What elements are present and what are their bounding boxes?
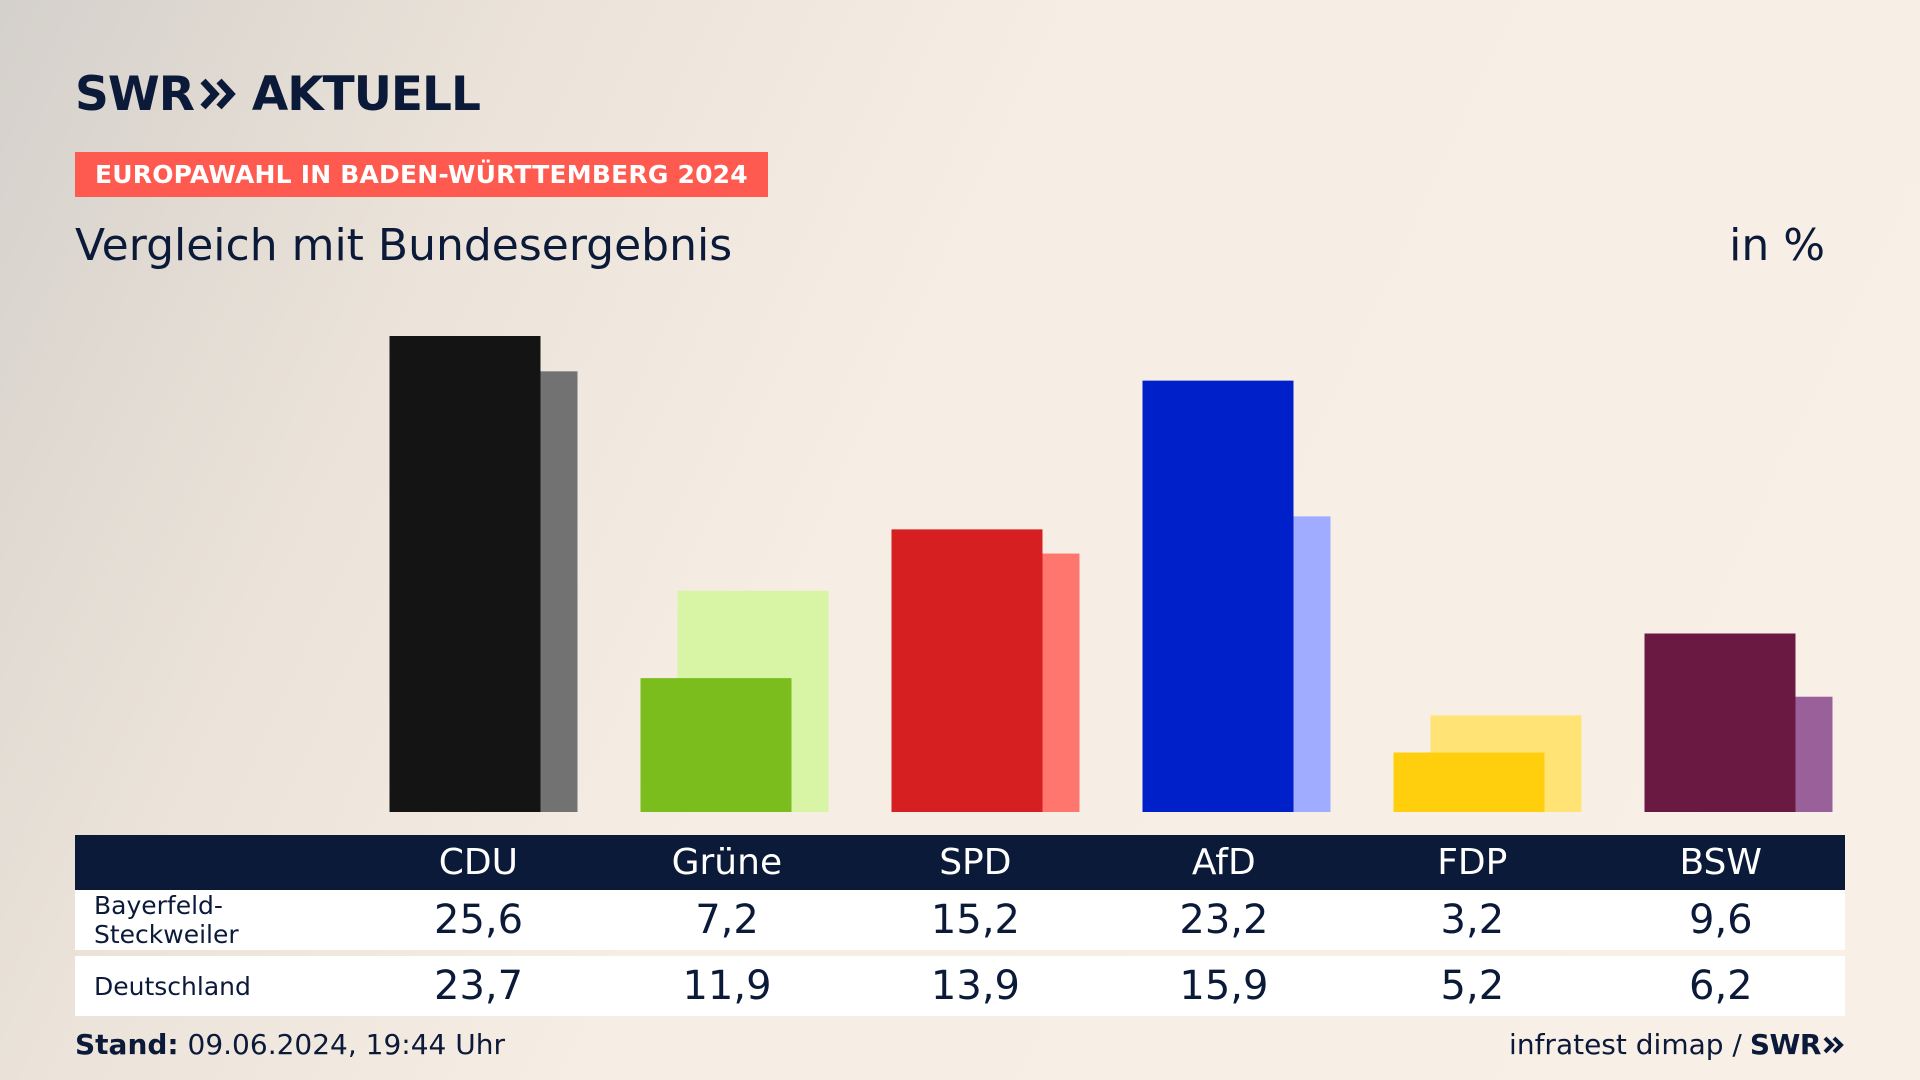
double-chevron-icon bbox=[1823, 1036, 1844, 1053]
value-cell: 13,9 bbox=[930, 963, 1020, 1009]
value-cell: 9,6 bbox=[1689, 897, 1753, 943]
stand-label: Stand: bbox=[75, 1028, 179, 1061]
value-cell: 7,2 bbox=[695, 897, 759, 943]
value-cell: 3,2 bbox=[1440, 897, 1505, 943]
bar-chart bbox=[389, 336, 1833, 812]
header-cdu: CDU bbox=[438, 842, 518, 883]
table-row: Bayerfeld-Steckweiler 25,6 7,2 15,2 23,2… bbox=[75, 890, 1845, 950]
value-cell: 23,7 bbox=[434, 963, 524, 1009]
value-cell: 15,2 bbox=[930, 897, 1020, 943]
value-cell: 11,9 bbox=[682, 963, 772, 1009]
value-cell: 6,2 bbox=[1689, 963, 1753, 1009]
header-afd: AfD bbox=[1191, 842, 1256, 883]
bar-local-gruene bbox=[640, 678, 792, 812]
unit-label: in % bbox=[1729, 220, 1825, 271]
table-header: CDU Grüne SPD AfD FDP BSW bbox=[75, 835, 1845, 890]
source-credit: infratest dimap / SWR bbox=[1509, 1028, 1845, 1061]
timestamp: Stand: 09.06.2024, 19:44 Uhr bbox=[75, 1028, 505, 1061]
logo-prefix: SWR bbox=[75, 66, 195, 122]
bar-local-spd bbox=[891, 529, 1043, 812]
chart-subtitle: Vergleich mit Bundesergebnis bbox=[75, 220, 733, 271]
table-row: Deutschland 23,7 11,9 13,9 15,9 5,2 6,2 bbox=[75, 956, 1845, 1016]
results-table: CDU Grüne SPD AfD FDP BSW Bayerfeld-Stec… bbox=[75, 835, 1845, 1016]
bar-local-cdu bbox=[389, 336, 541, 812]
bar-local-fdp bbox=[1393, 752, 1545, 812]
stand-value: 09.06.2024, 19:44 Uhr bbox=[187, 1028, 505, 1061]
value-cell: 23,2 bbox=[1179, 897, 1269, 943]
bar-local-bsw bbox=[1644, 633, 1796, 812]
row-label-local: Bayerfeld-Steckweiler bbox=[94, 891, 239, 949]
source-text: infratest dimap / bbox=[1509, 1028, 1742, 1061]
logo-suffix: AKTUELL bbox=[251, 66, 481, 122]
value-cell: 15,9 bbox=[1179, 963, 1269, 1009]
source-brand: SWR bbox=[1749, 1028, 1822, 1061]
header-spd: SPD bbox=[939, 842, 1012, 883]
value-cell: 5,2 bbox=[1440, 963, 1505, 1009]
row-label-national: Deutschland bbox=[94, 971, 251, 1001]
election-banner: EUROPAWAHL IN BADEN-WÜRTTEMBERG 2024 bbox=[75, 152, 768, 197]
header-bsw: BSW bbox=[1679, 842, 1762, 883]
header-fdp: FDP bbox=[1437, 842, 1508, 883]
value-cell: 25,6 bbox=[434, 897, 524, 943]
double-chevron-icon bbox=[200, 78, 236, 110]
swr-aktuell-logo: SWR AKTUELL bbox=[75, 64, 481, 124]
header-gruene: Grüne bbox=[671, 842, 783, 883]
bar-local-afd bbox=[1142, 380, 1294, 812]
